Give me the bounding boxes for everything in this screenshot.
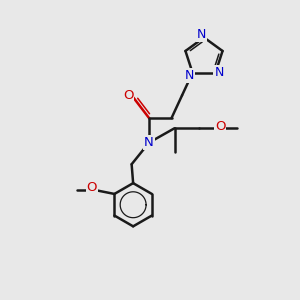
Text: O: O bbox=[215, 120, 225, 133]
Text: O: O bbox=[87, 182, 97, 194]
Text: N: N bbox=[214, 66, 224, 79]
Text: N: N bbox=[144, 136, 154, 149]
Text: O: O bbox=[123, 89, 133, 102]
Text: N: N bbox=[185, 69, 194, 82]
Text: N: N bbox=[197, 28, 206, 41]
